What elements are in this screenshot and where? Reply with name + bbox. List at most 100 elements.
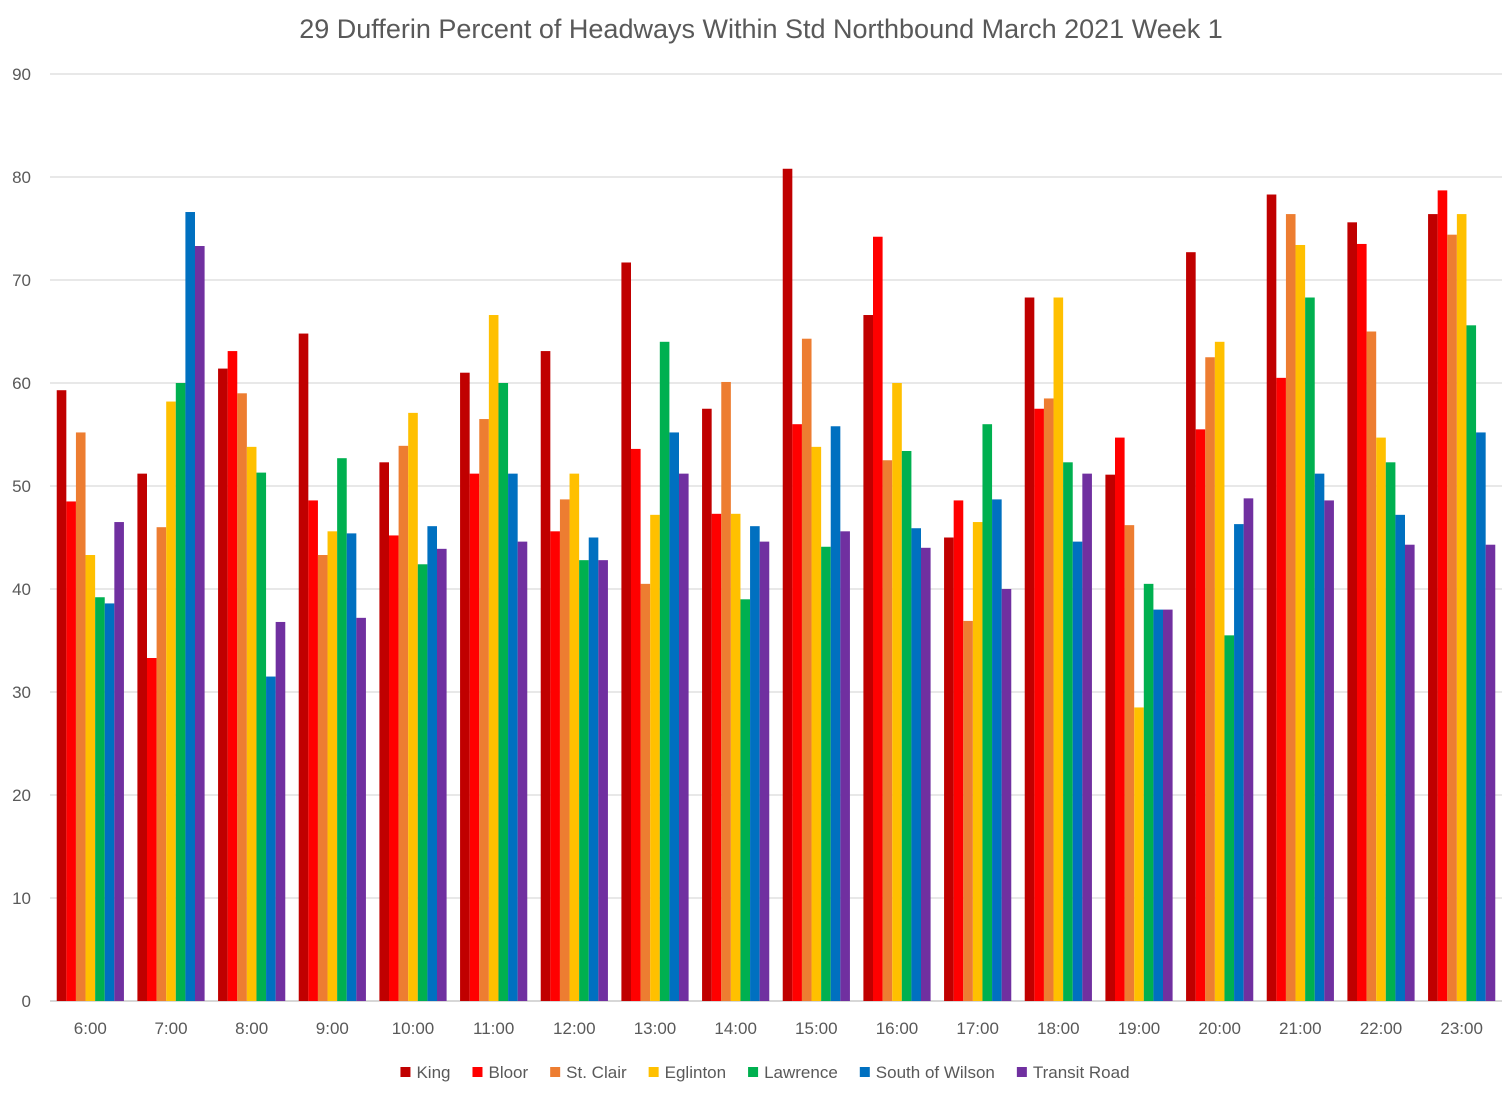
- bar-lawrence-700: [175, 383, 186, 1001]
- bar-lawrence-1200: [579, 560, 589, 1001]
- bar-south-of-wilson-1500: [830, 426, 841, 1001]
- bar-lawrence-2200: [1385, 462, 1396, 1001]
- legend-item-king: King: [400, 1063, 450, 1082]
- y-axis-ticks: 0 10 20 30 40 50 60 70 80 90: [12, 65, 31, 1011]
- bar-transit-road-1600: [921, 547, 931, 1001]
- x-tick-label: 14:00: [714, 1019, 757, 1038]
- bar-lawrence-1100: [498, 383, 509, 1001]
- bar-transit-road-1400: [759, 541, 770, 1001]
- legend-swatch: [859, 1067, 870, 1077]
- bar-st-clair-2100: [1285, 214, 1296, 1001]
- bar-transit-road-1900: [1163, 609, 1173, 1001]
- bar-transit-road-1100: [517, 541, 528, 1001]
- bar-lawrence-1800: [1063, 462, 1073, 1001]
- bar-eglinton-2300: [1456, 214, 1467, 1001]
- y-tick-label: 10: [12, 889, 31, 908]
- bar-lawrence-1400: [740, 599, 751, 1001]
- bar-bloor-1700: [953, 500, 964, 1001]
- legend-label: St. Clair: [566, 1063, 627, 1082]
- bar-south-of-wilson-700: [185, 212, 195, 1001]
- bars: [56, 168, 1496, 1002]
- bar-eglinton-1700: [972, 522, 983, 1001]
- bar-south-of-wilson-1300: [669, 432, 679, 1001]
- legend-label: South of Wilson: [876, 1063, 995, 1082]
- bar-st-clair-1900: [1124, 525, 1135, 1001]
- bar-st-clair-1600: [882, 460, 893, 1001]
- x-tick-label: 13:00: [634, 1019, 677, 1038]
- bar-transit-road-1300: [679, 473, 689, 1001]
- bar-south-of-wilson-900: [346, 533, 357, 1001]
- bar-bloor-800: [227, 351, 238, 1001]
- bar-south-of-wilson-2300: [1476, 432, 1486, 1001]
- bar-south-of-wilson-1200: [588, 537, 599, 1001]
- bar-transit-road-1000: [437, 548, 447, 1001]
- bar-king-700: [137, 473, 147, 1001]
- x-tick-label: 6:00: [74, 1019, 107, 1038]
- y-tick-label: 0: [22, 992, 31, 1011]
- x-tick-label: 8:00: [235, 1019, 268, 1038]
- bar-lawrence-1000: [417, 564, 428, 1001]
- bar-bloor-600: [66, 501, 76, 1001]
- bar-king-2200: [1347, 222, 1357, 1001]
- bar-eglinton-2200: [1376, 437, 1386, 1002]
- bar-eglinton-900: [327, 531, 338, 1001]
- bar-king-1800: [1024, 297, 1035, 1001]
- bar-bloor-1100: [469, 473, 480, 1001]
- bar-bloor-1600: [873, 236, 883, 1002]
- bar-transit-road-2300: [1485, 544, 1496, 1001]
- bar-king-800: [218, 368, 228, 1002]
- bar-south-of-wilson-1000: [427, 526, 437, 1001]
- bar-lawrence-600: [95, 597, 105, 1001]
- legend-swatch: [648, 1067, 659, 1077]
- bar-south-of-wilson-600: [104, 603, 115, 1001]
- bar-bloor-1400: [711, 513, 722, 1001]
- bar-king-2100: [1266, 194, 1277, 1001]
- bar-eglinton-1000: [408, 412, 418, 1001]
- x-tick-label: 22:00: [1360, 1019, 1403, 1038]
- bar-eglinton-1500: [811, 446, 822, 1001]
- bar-eglinton-2100: [1295, 244, 1306, 1002]
- bar-south-of-wilson-2000: [1234, 524, 1244, 1001]
- legend-item-st-clair: St. Clair: [550, 1063, 627, 1082]
- bar-eglinton-600: [85, 555, 96, 1001]
- bar-st-clair-1700: [963, 620, 973, 1001]
- bar-bloor-1800: [1034, 408, 1044, 1001]
- legend: King Bloor St. Clair Eglinton Lawrence South …: [400, 1063, 1130, 1082]
- bar-st-clair-1300: [640, 583, 651, 1001]
- gridlines: [50, 73, 1502, 1002]
- bar-king-1300: [621, 262, 631, 1001]
- bar-lawrence-2000: [1224, 635, 1235, 1001]
- bar-lawrence-1900: [1143, 583, 1154, 1001]
- x-tick-label: 18:00: [1037, 1019, 1080, 1038]
- legend-swatch: [400, 1067, 411, 1077]
- x-tick-label: 9:00: [316, 1019, 349, 1038]
- legend-label: King: [416, 1063, 450, 1082]
- y-tick-label: 70: [12, 271, 31, 290]
- bar-st-clair-2200: [1366, 331, 1377, 1001]
- legend-label: Eglinton: [665, 1063, 726, 1082]
- bar-king-1900: [1105, 474, 1115, 1001]
- bar-st-clair-800: [237, 393, 247, 1001]
- y-tick-label: 50: [12, 477, 31, 496]
- y-tick-label: 40: [12, 580, 31, 599]
- y-tick-label: 60: [12, 374, 31, 393]
- bar-st-clair-1800: [1043, 398, 1054, 1001]
- bar-lawrence-900: [337, 458, 347, 1001]
- bar-south-of-wilson-1800: [1072, 541, 1083, 1001]
- bar-st-clair-1200: [559, 499, 570, 1001]
- legend-label: Transit Road: [1033, 1063, 1130, 1082]
- bar-eglinton-800: [246, 446, 257, 1001]
- bar-king-1600: [863, 315, 873, 1001]
- bar-south-of-wilson-1100: [508, 473, 518, 1001]
- bar-eglinton-1200: [569, 473, 580, 1001]
- legend-label: Bloor: [488, 1063, 528, 1082]
- bar-transit-road-2100: [1324, 500, 1334, 1001]
- bar-king-1400: [702, 408, 712, 1001]
- bar-bloor-1900: [1115, 437, 1125, 1002]
- bar-eglinton-1900: [1134, 707, 1144, 1001]
- bar-king-1700: [944, 537, 954, 1001]
- bar-st-clair-900: [317, 555, 328, 1001]
- bar-lawrence-1300: [659, 341, 670, 1001]
- bar-lawrence-1600: [901, 450, 912, 1002]
